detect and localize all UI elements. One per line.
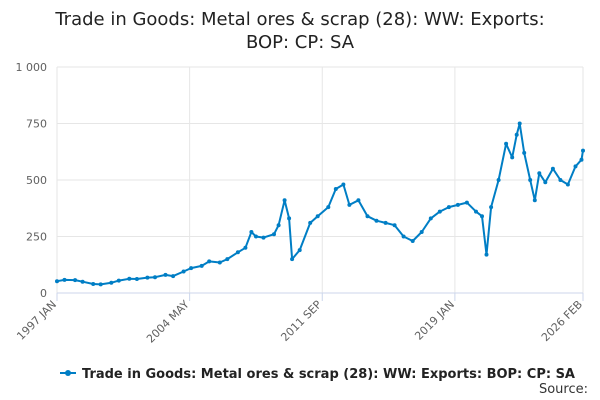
data-point[interactable] <box>437 209 442 214</box>
x-tick-label: 2004 MAY <box>144 298 192 346</box>
x-tick-label: 2011 SEP <box>278 298 324 344</box>
data-point[interactable] <box>116 278 121 283</box>
data-point[interactable] <box>261 235 266 240</box>
data-point[interactable] <box>581 148 585 153</box>
data-point[interactable] <box>272 232 276 237</box>
legend-swatch-marker <box>65 370 71 376</box>
data-point[interactable] <box>510 155 515 160</box>
data-point[interactable] <box>189 266 194 271</box>
y-tick-label: 250 <box>26 231 47 244</box>
data-point[interactable] <box>464 200 469 205</box>
data-point[interactable] <box>199 263 204 268</box>
data-point[interactable] <box>98 282 103 287</box>
data-point[interactable] <box>80 279 85 284</box>
data-point[interactable] <box>55 279 59 284</box>
data-point[interactable] <box>365 214 370 219</box>
data-point[interactable] <box>543 180 548 185</box>
data-point[interactable] <box>163 272 168 277</box>
data-point[interactable] <box>249 230 254 234</box>
data-point[interactable] <box>217 260 222 265</box>
data-point[interactable] <box>356 198 361 203</box>
x-tick-label: 2019 JAN <box>412 298 457 343</box>
data-point[interactable] <box>374 218 379 223</box>
data-point[interactable] <box>91 282 96 286</box>
x-axis: 1997 JAN 2004 MAY 2011 SEP 2019 JAN 2026 FEB <box>14 292 585 346</box>
y-axis-ticks: 0 250 500 750 1 000 <box>16 61 48 300</box>
data-point[interactable] <box>181 269 186 274</box>
data-point[interactable] <box>550 166 555 171</box>
data-point[interactable] <box>134 277 139 281</box>
data-point[interactable] <box>276 223 281 228</box>
y-tick-label: 0 <box>40 287 47 300</box>
data-point[interactable] <box>446 205 451 210</box>
data-point[interactable] <box>109 280 114 285</box>
series-group <box>55 121 585 287</box>
data-point[interactable] <box>480 214 484 219</box>
data-point[interactable] <box>171 274 176 279</box>
data-point[interactable] <box>428 216 433 221</box>
data-point[interactable] <box>514 132 519 137</box>
data-point[interactable] <box>290 257 295 262</box>
data-point[interactable] <box>326 205 331 210</box>
grid-lines <box>56 66 584 293</box>
data-point[interactable] <box>243 245 248 250</box>
data-point[interactable] <box>489 205 494 210</box>
data-point[interactable] <box>287 216 292 221</box>
x-tick-label: 2026 FEB <box>539 298 585 344</box>
legend-label[interactable]: Trade in Goods: Metal ores & scrap (28):… <box>82 367 575 382</box>
data-point[interactable] <box>383 220 388 225</box>
data-point[interactable] <box>558 178 563 182</box>
y-tick-label: 750 <box>26 118 47 131</box>
data-point[interactable] <box>455 202 460 207</box>
data-point[interactable] <box>522 150 527 155</box>
data-point[interactable] <box>392 223 397 228</box>
data-point[interactable] <box>225 257 230 262</box>
data-point[interactable] <box>62 277 67 282</box>
data-point[interactable] <box>579 157 584 162</box>
data-point[interactable] <box>253 234 258 239</box>
data-point[interactable] <box>282 198 287 203</box>
data-point[interactable] <box>532 198 537 203</box>
data-point[interactable] <box>401 234 406 239</box>
series-line[interactable] <box>56 122 584 286</box>
data-point[interactable] <box>517 121 522 126</box>
x-tick-label: 1997 JAN <box>14 298 59 343</box>
data-point[interactable] <box>315 214 320 219</box>
data-point[interactable] <box>347 202 352 207</box>
source-label: Source: <box>539 382 588 397</box>
data-point[interactable] <box>73 278 78 283</box>
chart-title: Trade in Goods: Metal ores & scrap (28):… <box>54 9 544 53</box>
data-point[interactable] <box>484 252 489 257</box>
data-point[interactable] <box>573 164 578 169</box>
data-point[interactable] <box>297 248 302 253</box>
data-point[interactable] <box>496 178 501 182</box>
data-point[interactable] <box>207 259 212 264</box>
data-point[interactable] <box>235 250 240 255</box>
chart-title-line-1: Trade in Goods: Metal ores & scrap (28):… <box>54 9 544 30</box>
y-tick-label: 1 000 <box>16 61 48 74</box>
data-point[interactable] <box>537 171 542 176</box>
chart-title-line-2: BOP: CP: SA <box>246 32 355 53</box>
data-point[interactable] <box>341 182 346 187</box>
data-point[interactable] <box>504 141 509 146</box>
y-tick-label: 500 <box>26 174 47 187</box>
data-point[interactable] <box>153 275 157 280</box>
data-point[interactable] <box>333 187 338 191</box>
data-point[interactable] <box>308 220 313 225</box>
data-point[interactable] <box>127 276 132 281</box>
legend[interactable]: Trade in Goods: Metal ores & scrap (28):… <box>60 367 575 382</box>
data-point[interactable] <box>528 178 533 182</box>
data-point[interactable] <box>145 275 150 280</box>
data-point[interactable] <box>410 239 415 243</box>
data-point[interactable] <box>419 230 424 234</box>
data-point[interactable] <box>474 209 478 214</box>
data-point[interactable] <box>565 182 570 187</box>
